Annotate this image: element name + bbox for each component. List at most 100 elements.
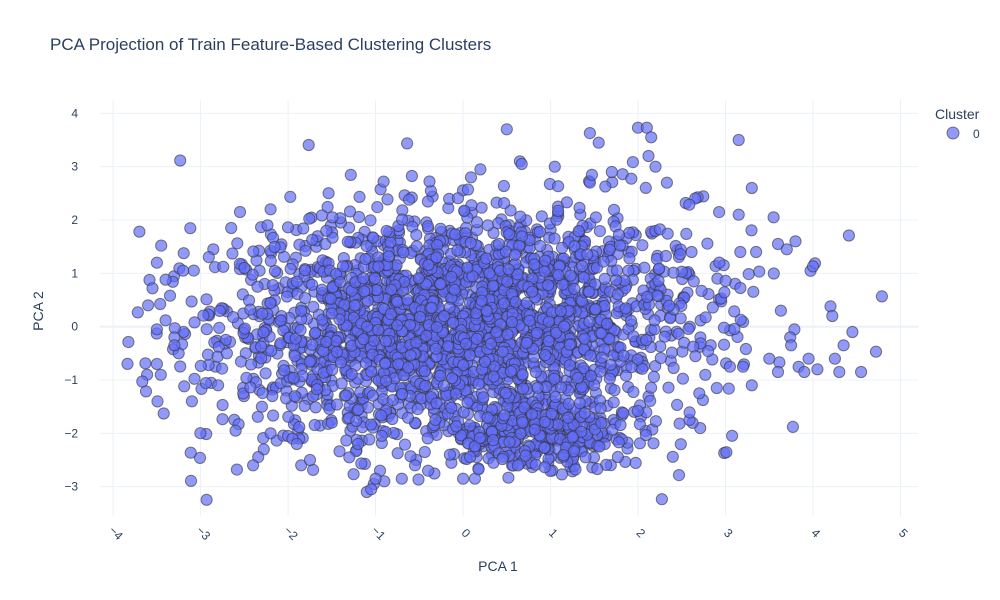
scatter-point[interactable] xyxy=(661,227,674,240)
scatter-point[interactable] xyxy=(261,219,274,232)
scatter-point[interactable] xyxy=(238,322,251,335)
scatter-point[interactable] xyxy=(636,239,649,252)
scatter-point[interactable] xyxy=(509,295,522,308)
scatter-point[interactable] xyxy=(659,249,673,263)
scatter-point[interactable] xyxy=(375,409,388,422)
scatter-point[interactable] xyxy=(660,176,674,189)
scatter-point[interactable] xyxy=(220,347,233,360)
scatter-point[interactable] xyxy=(421,432,434,445)
scatter-point[interactable] xyxy=(372,323,385,337)
scatter-point[interactable] xyxy=(463,419,476,432)
scatter-point[interactable] xyxy=(142,299,155,312)
scatter-point[interactable] xyxy=(568,282,581,295)
scatter-point[interactable] xyxy=(445,270,458,284)
scatter-point[interactable] xyxy=(178,380,191,393)
scatter-point[interactable] xyxy=(717,321,731,334)
scatter-point[interactable] xyxy=(410,336,423,349)
scatter-point[interactable] xyxy=(308,418,321,432)
scatter-point[interactable] xyxy=(685,245,698,259)
scatter-point[interactable] xyxy=(457,472,470,485)
scatter-point[interactable] xyxy=(607,203,621,216)
scatter-point[interactable] xyxy=(595,351,608,364)
scatter-point[interactable] xyxy=(736,360,750,373)
scatter-point[interactable] xyxy=(826,309,839,323)
scatter-point[interactable] xyxy=(133,225,146,238)
scatter-point[interactable] xyxy=(644,394,657,407)
scatter-point[interactable] xyxy=(501,275,514,288)
scatter-point[interactable] xyxy=(343,205,357,218)
scatter-point[interactable] xyxy=(216,362,229,375)
scatter-point[interactable] xyxy=(352,210,366,224)
scatter-point[interactable] xyxy=(131,306,144,319)
scatter-point[interactable] xyxy=(355,457,368,470)
scatter-point[interactable] xyxy=(631,404,644,417)
scatter-point[interactable] xyxy=(320,335,333,349)
scatter-point[interactable] xyxy=(566,431,579,444)
scatter-point[interactable] xyxy=(869,345,883,358)
scatter-point[interactable] xyxy=(434,222,447,235)
scatter-point[interactable] xyxy=(552,268,565,282)
scatter-point[interactable] xyxy=(722,382,735,395)
scatter-point[interactable] xyxy=(613,239,627,252)
scatter-point[interactable] xyxy=(623,226,636,239)
scatter-point[interactable] xyxy=(502,263,515,276)
scatter-point[interactable] xyxy=(490,326,503,339)
scatter-point[interactable] xyxy=(726,429,739,442)
scatter-point[interactable] xyxy=(477,391,490,404)
scatter-point[interactable] xyxy=(404,349,417,362)
scatter-point[interactable] xyxy=(359,253,372,266)
scatter-point[interactable] xyxy=(193,451,207,464)
scatter-point[interactable] xyxy=(445,401,458,414)
scatter-point[interactable] xyxy=(442,340,455,353)
scatter-point[interactable] xyxy=(474,163,487,176)
scatter-point[interactable] xyxy=(589,211,603,224)
scatter-point[interactable] xyxy=(503,436,516,449)
scatter-point[interactable] xyxy=(437,379,450,392)
scatter-point[interactable] xyxy=(350,414,363,427)
scatter-point[interactable] xyxy=(499,387,513,400)
scatter-point[interactable] xyxy=(264,427,277,440)
scatter-point[interactable] xyxy=(653,262,666,275)
scatter-point[interactable] xyxy=(326,363,339,376)
scatter-point[interactable] xyxy=(159,314,172,327)
scatter-point[interactable] xyxy=(429,413,442,426)
scatter-point[interactable] xyxy=(562,411,575,424)
scatter-point[interactable] xyxy=(498,197,511,210)
scatter-point[interactable] xyxy=(461,183,475,196)
scatter-point[interactable] xyxy=(516,416,529,429)
scatter-point[interactable] xyxy=(548,160,561,173)
scatter-point[interactable] xyxy=(734,245,747,259)
scatter-point[interactable] xyxy=(548,232,561,245)
scatter-point[interactable] xyxy=(385,283,398,296)
scatter-point[interactable] xyxy=(573,201,586,214)
scatter-point[interactable] xyxy=(585,168,599,181)
scatter-point[interactable] xyxy=(641,290,654,304)
scatter-point[interactable] xyxy=(401,293,414,306)
scatter-point[interactable] xyxy=(382,250,395,263)
scatter-point[interactable] xyxy=(303,212,316,225)
scatter-point[interactable] xyxy=(514,427,527,440)
scatter-point[interactable] xyxy=(599,180,612,193)
scatter-point[interactable] xyxy=(728,322,741,336)
scatter-point[interactable] xyxy=(121,357,134,370)
scatter-point[interactable] xyxy=(683,406,696,419)
scatter-point[interactable] xyxy=(662,381,675,394)
scatter-point[interactable] xyxy=(257,326,270,339)
scatter-point[interactable] xyxy=(732,208,745,221)
scatter-point[interactable] xyxy=(665,346,679,359)
scatter-point[interactable] xyxy=(480,305,493,318)
scatter-point[interactable] xyxy=(443,448,456,461)
scatter-point[interactable] xyxy=(459,337,473,350)
scatter-point[interactable] xyxy=(402,361,415,374)
scatter-point[interactable] xyxy=(357,272,370,285)
scatter-point[interactable] xyxy=(154,297,167,311)
scatter-point[interactable] xyxy=(375,429,388,442)
scatter-point[interactable] xyxy=(699,368,712,381)
scatter-point[interactable] xyxy=(278,364,291,377)
scatter-point[interactable] xyxy=(345,368,358,381)
scatter-point[interactable] xyxy=(335,377,348,390)
legend-item-0[interactable]: 0 xyxy=(946,126,980,141)
scatter-point[interactable] xyxy=(583,285,596,298)
scatter-point[interactable] xyxy=(655,493,669,506)
scatter-point[interactable] xyxy=(244,303,257,316)
